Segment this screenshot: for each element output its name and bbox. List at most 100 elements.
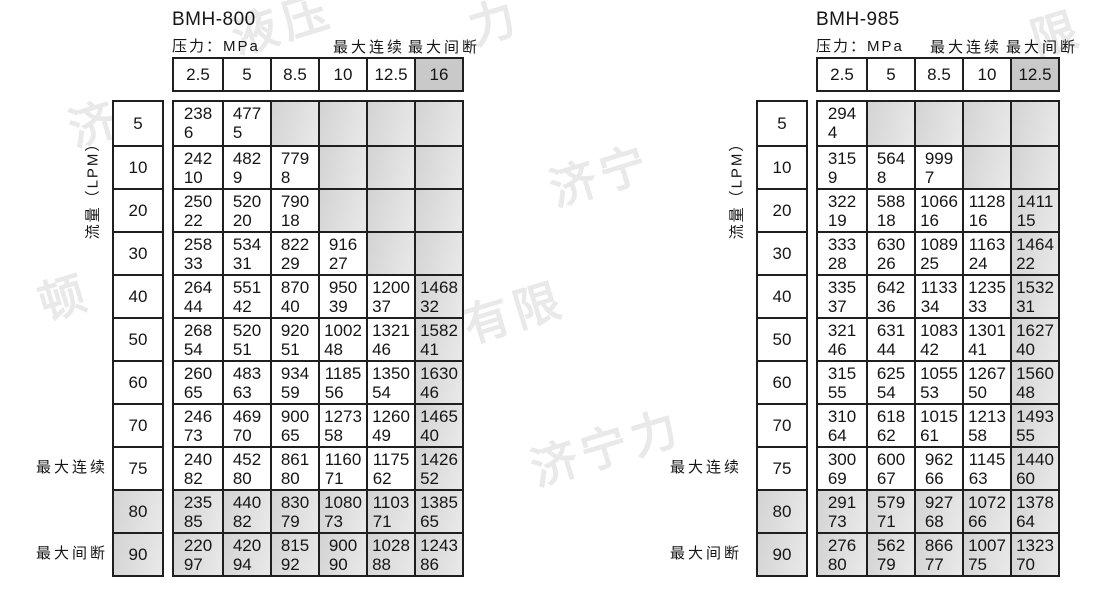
- data-cell: 631 44: [866, 317, 914, 360]
- flow-cell: 80: [758, 489, 806, 532]
- watermark-fragment: 济宁: [543, 135, 659, 216]
- data-cell: 250 22: [174, 188, 222, 231]
- flow-cell: 60: [758, 360, 806, 403]
- data-cell: 564 8: [866, 145, 914, 188]
- data-cell: [414, 102, 462, 145]
- data-cell: 1323 70: [1010, 532, 1058, 575]
- data-cell: 1080 73: [318, 489, 366, 532]
- data-cell: 482 9: [222, 145, 270, 188]
- flow-column: 5 10 20 30 40 50 60 70 75 80 90: [112, 100, 164, 577]
- pressure-cell: 2.5: [174, 59, 222, 90]
- data-cell: 534 31: [222, 231, 270, 274]
- data-cell: 579 71: [866, 489, 914, 532]
- flow-column: 5 10 20 30 40 50 60 70 75 80 90: [756, 100, 808, 577]
- data-cell: 1213 58: [962, 403, 1010, 446]
- data-cell: 1163 24: [962, 231, 1010, 274]
- data-cell: 1083 42: [914, 317, 962, 360]
- max-intermittent-header-label: 最大间断: [1006, 39, 1079, 56]
- flow-cell: 40: [114, 274, 162, 317]
- flow-cell: 20: [114, 188, 162, 231]
- pressure-cell: 2.5: [818, 59, 866, 90]
- data-cell: 1468 32: [414, 274, 462, 317]
- max-intermittent-header-label: 最大间断: [408, 39, 481, 56]
- data-cell: 420 94: [222, 532, 270, 575]
- data-cell: 1200 37: [366, 274, 414, 317]
- data-cell: 238 6: [174, 102, 222, 145]
- data-cell: 276 80: [818, 532, 866, 575]
- data-cell: 242 10: [174, 145, 222, 188]
- flow-cell: 90: [114, 532, 162, 575]
- flow-cell: 10: [114, 145, 162, 188]
- max-continuous-row-label: 最大连续: [35, 459, 108, 476]
- data-cell: 1301 41: [962, 317, 1010, 360]
- data-cell: 950 39: [318, 274, 366, 317]
- data-cell: 1582 41: [414, 317, 462, 360]
- data-cell: 1175 62: [366, 446, 414, 489]
- pressure-cell: 12.5: [1010, 59, 1058, 90]
- data-cell: 779 8: [270, 145, 318, 188]
- pressure-cell: 5: [866, 59, 914, 90]
- max-continuous-header-label: 最大连续: [333, 39, 406, 56]
- data-cell: 268 54: [174, 317, 222, 360]
- data-cell: 866 77: [914, 532, 962, 575]
- data-cell: 452 80: [222, 446, 270, 489]
- data-cell: 551 42: [222, 274, 270, 317]
- data-cell: 1378 64: [1010, 489, 1058, 532]
- data-cell: 1133 34: [914, 274, 962, 317]
- data-cell: 962 66: [914, 446, 962, 489]
- data-cell: 790 18: [270, 188, 318, 231]
- flow-cell: 30: [758, 231, 806, 274]
- data-cell: [318, 102, 366, 145]
- data-cell: [270, 102, 318, 145]
- flow-cell: 75: [114, 446, 162, 489]
- flow-cell: 10: [758, 145, 806, 188]
- data-cell: [962, 102, 1010, 145]
- flow-cell: 60: [114, 360, 162, 403]
- data-cell: 1627 40: [1010, 317, 1058, 360]
- data-cell: [318, 145, 366, 188]
- data-cell: 220 97: [174, 532, 222, 575]
- data-cell: 333 28: [818, 231, 866, 274]
- flow-cell: 5: [133, 113, 143, 133]
- data-cell: 1273 58: [318, 403, 366, 446]
- data-cell: 600 67: [866, 446, 914, 489]
- data-cell: 1243 86: [414, 532, 462, 575]
- pressure-unit-label: 压力：MPa: [816, 38, 904, 55]
- data-cell: 625 54: [866, 360, 914, 403]
- data-cell: 900 90: [318, 532, 366, 575]
- pressure-cell: 5: [222, 59, 270, 90]
- data-cell: 1145 63: [962, 446, 1010, 489]
- flow-axis-label: 流量（LPM）: [728, 134, 746, 240]
- pressure-cell: 8.5: [914, 59, 962, 90]
- data-cell: 1007 75: [962, 532, 1010, 575]
- data-cell: 1630 46: [414, 360, 462, 403]
- data-cell: 1103 71: [366, 489, 414, 532]
- flow-cell: 80: [114, 489, 162, 532]
- data-cell: 1128 16: [962, 188, 1010, 231]
- data-cell: [366, 102, 414, 145]
- data-cell: 1267 50: [962, 360, 1010, 403]
- flow-cell: 75: [758, 446, 806, 489]
- data-cell: 1560 48: [1010, 360, 1058, 403]
- data-cell: [414, 188, 462, 231]
- data-cell: [914, 102, 962, 145]
- data-cell: 1055 53: [914, 360, 962, 403]
- table-title: BMH-985: [816, 9, 900, 30]
- flow-cell: 20: [758, 188, 806, 231]
- data-cell: 258 33: [174, 231, 222, 274]
- data-cell: 469 70: [222, 403, 270, 446]
- data-cell: [414, 231, 462, 274]
- data-cell: 1072 66: [962, 489, 1010, 532]
- data-cell: 1385 65: [414, 489, 462, 532]
- flow-cell: 40: [758, 274, 806, 317]
- data-cell: 322 19: [818, 188, 866, 231]
- max-continuous-header-label: 最大连续: [930, 39, 1003, 56]
- data-cell: 618 62: [866, 403, 914, 446]
- data-cell: 1411 15: [1010, 188, 1058, 231]
- pressure-cell: 8.5: [270, 59, 318, 90]
- data-cell: 1321 46: [366, 317, 414, 360]
- data-cell: 240 82: [174, 446, 222, 489]
- flow-cell: 50: [758, 317, 806, 360]
- pressure-cell: 12.5: [366, 59, 414, 90]
- data-cell: 1260 49: [366, 403, 414, 446]
